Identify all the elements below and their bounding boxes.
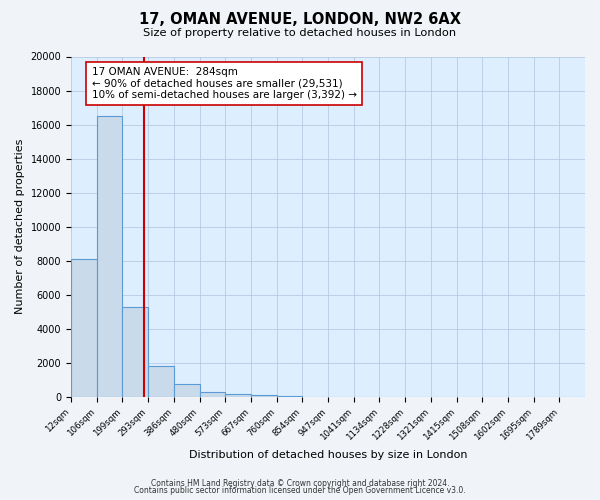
Bar — [122, 307, 148, 397]
Text: Contains HM Land Registry data © Crown copyright and database right 2024.: Contains HM Land Registry data © Crown c… — [151, 478, 449, 488]
Text: 17 OMAN AVENUE:  284sqm
← 90% of detached houses are smaller (29,531)
10% of sem: 17 OMAN AVENUE: 284sqm ← 90% of detached… — [92, 66, 356, 100]
Bar — [97, 116, 122, 397]
Bar — [277, 396, 302, 397]
Bar — [225, 394, 251, 397]
Y-axis label: Number of detached properties: Number of detached properties — [15, 139, 25, 314]
Bar — [174, 384, 200, 397]
Text: Size of property relative to detached houses in London: Size of property relative to detached ho… — [143, 28, 457, 38]
Bar — [200, 392, 225, 397]
Text: 17, OMAN AVENUE, LONDON, NW2 6AX: 17, OMAN AVENUE, LONDON, NW2 6AX — [139, 12, 461, 28]
Bar — [251, 395, 277, 397]
Text: Contains public sector information licensed under the Open Government Licence v3: Contains public sector information licen… — [134, 486, 466, 495]
Bar — [148, 366, 174, 397]
Bar — [71, 259, 97, 397]
X-axis label: Distribution of detached houses by size in London: Distribution of detached houses by size … — [189, 450, 467, 460]
